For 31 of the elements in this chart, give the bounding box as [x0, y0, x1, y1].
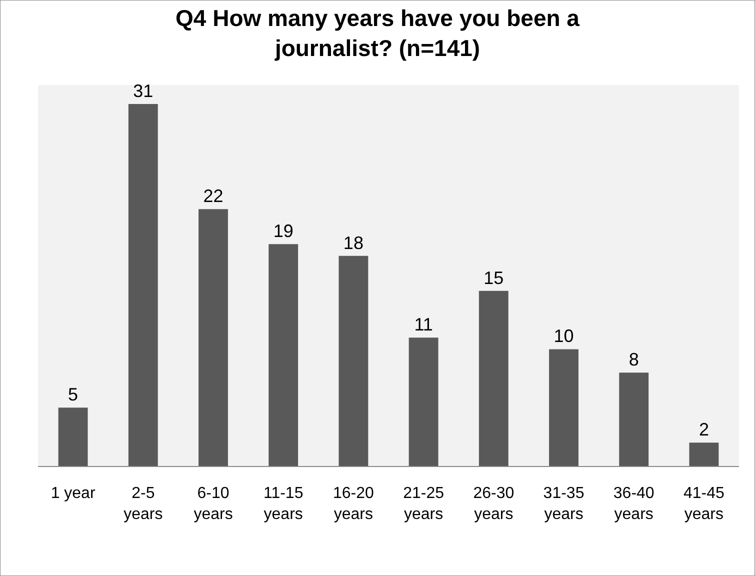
bar: [408, 338, 438, 466]
data-label: 2: [698, 420, 709, 440]
x-tick-label: 2-5 years: [124, 485, 163, 523]
x-tick-label: 31-35 years: [543, 485, 584, 523]
bar: [338, 256, 368, 466]
data-label: 22: [203, 186, 224, 206]
data-label: 31: [133, 81, 154, 102]
bar: [619, 372, 649, 466]
data-label: 5: [68, 384, 78, 405]
x-tick-label: 36-40 years: [613, 485, 654, 523]
x-tick-label: 16-20 years: [332, 485, 374, 523]
data-label: 11: [414, 314, 433, 335]
x-tick-label: 1 year: [50, 485, 96, 502]
x-tick-label: 41-45 years: [683, 485, 725, 523]
data-label: 18: [343, 232, 364, 253]
bar: [549, 349, 578, 466]
chart-title: Q4 How many years have you been a journalist? (n=141): [176, 4, 580, 61]
data-label: 8: [628, 350, 639, 370]
bar: [268, 244, 298, 466]
bar: [689, 442, 719, 466]
data-label: 10: [554, 326, 574, 346]
x-tick-label: 26-30 years: [473, 485, 514, 523]
x-tick-label: 11-15 years: [263, 485, 304, 523]
bar: [128, 104, 158, 466]
data-label: 15: [484, 268, 504, 288]
x-tick-label: 21-25 years: [403, 485, 444, 523]
x-tick-label: 6-10 years: [194, 485, 233, 523]
bar: [58, 408, 88, 466]
data-label: 19: [273, 221, 294, 242]
bar: [478, 290, 508, 466]
bar: [198, 209, 228, 466]
